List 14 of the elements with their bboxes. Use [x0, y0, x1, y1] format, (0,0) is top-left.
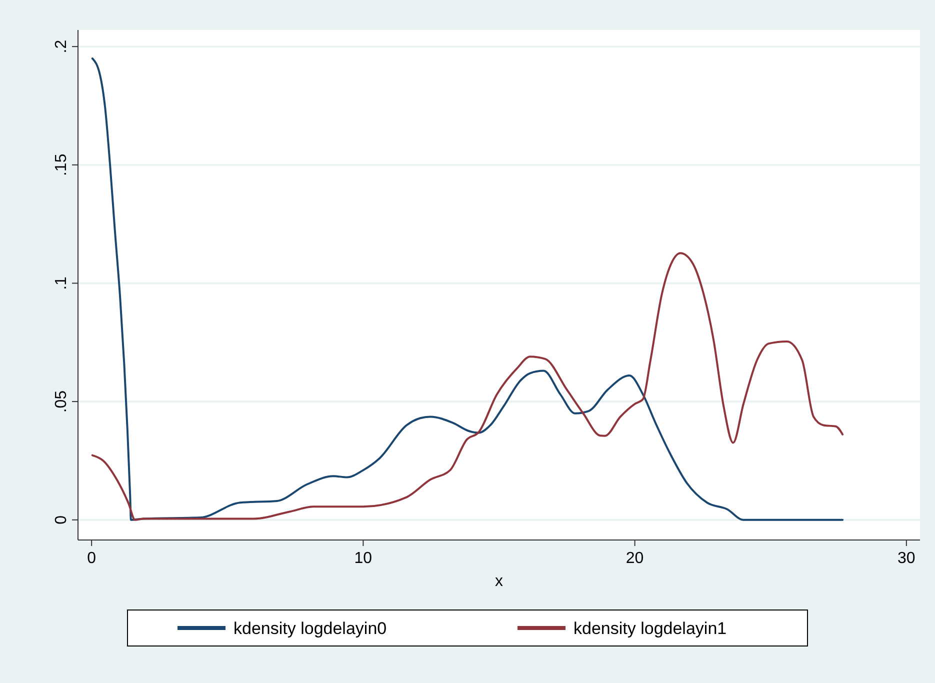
- line-series: [91, 57, 844, 521]
- y-tick-label: .2: [53, 40, 70, 54]
- y-tick-label: 0: [53, 515, 70, 524]
- x-tick-label: 0: [87, 550, 96, 567]
- x-tick-label: 20: [626, 550, 644, 567]
- x-tick-label: 30: [898, 550, 916, 567]
- line-series: [91, 252, 844, 521]
- x-axis-title: x: [495, 573, 503, 590]
- x-tick-label: 10: [354, 550, 372, 567]
- y-tick-label: .1: [53, 276, 70, 290]
- y-tick-label: .15: [53, 154, 70, 176]
- legend-label: kdensity logdelayin1: [574, 619, 727, 638]
- legend-label: kdensity logdelayin0: [234, 619, 387, 638]
- y-tick-label: .05: [53, 390, 70, 413]
